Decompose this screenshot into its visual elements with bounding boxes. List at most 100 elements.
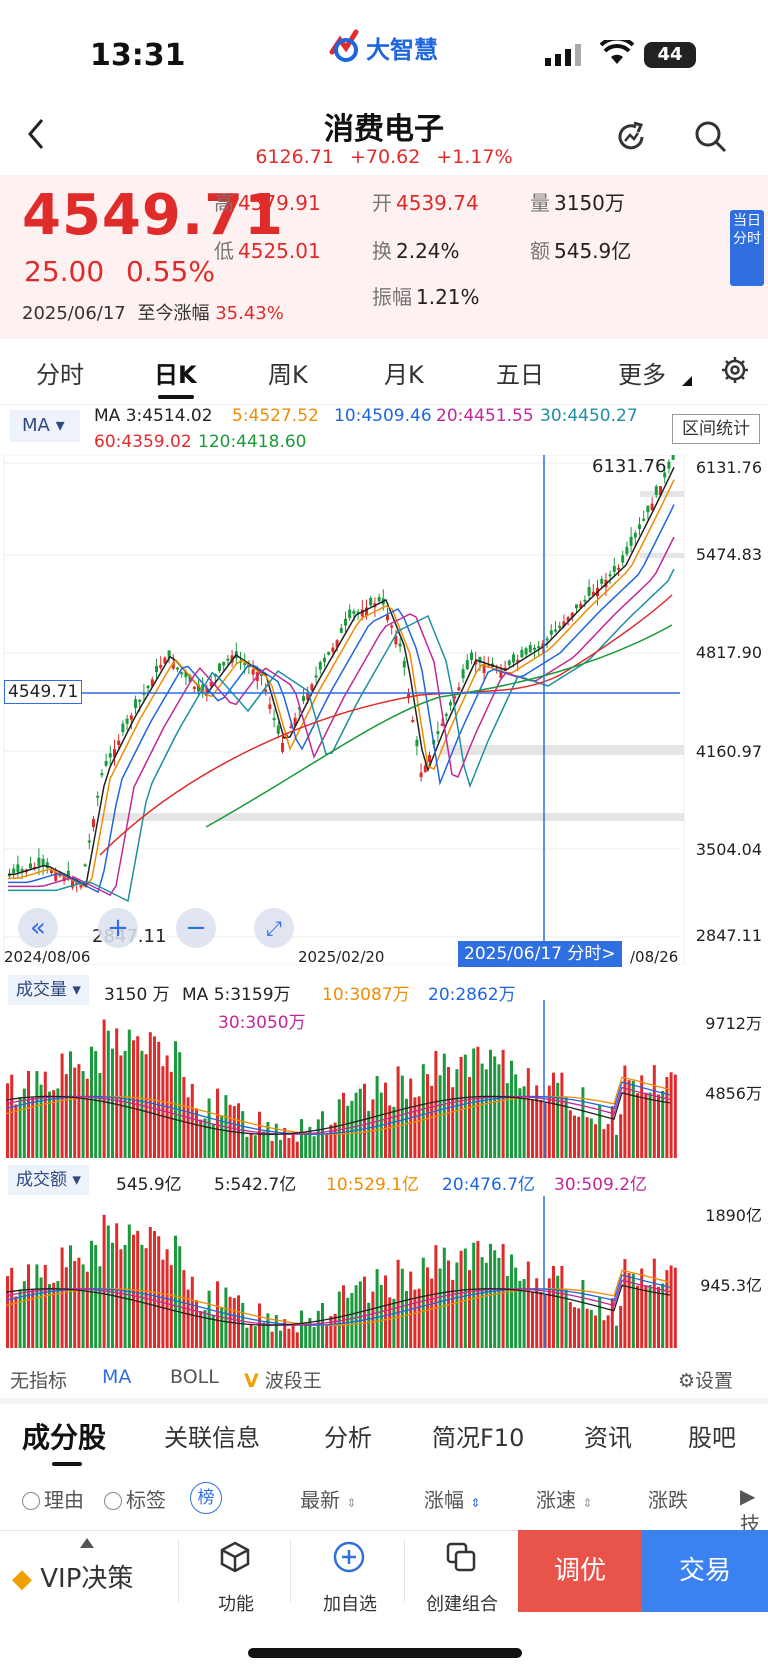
ma5-legend: 5:4527.52: [232, 406, 319, 426]
volume-selector[interactable]: 成交量 ▾: [8, 975, 89, 1005]
brand-name: 大智慧: [366, 36, 438, 64]
tab-analysis[interactable]: 分析: [324, 1424, 372, 1452]
tab-monthly-k[interactable]: 月K: [384, 361, 424, 389]
kline-axis-label: 4817.90: [695, 643, 762, 662]
since-label: 至今涨幅: [137, 303, 210, 324]
kline-chart[interactable]: [0, 455, 768, 965]
add-watchlist-button[interactable]: 加自选: [323, 1594, 377, 1615]
rank-button[interactable]: 榜: [190, 1482, 222, 1514]
reason-toggle[interactable]: 理由: [22, 1484, 84, 1513]
col-pct[interactable]: 涨幅 ⇕: [424, 1484, 480, 1513]
section-divider: [0, 1398, 768, 1404]
home-indicator: [248, 1648, 522, 1658]
tab-constituents[interactable]: 成分股: [22, 1421, 107, 1454]
kline-date-start: 2024/08/06: [4, 948, 91, 966]
tab-five-day[interactable]: 五日: [496, 361, 544, 389]
low-value: 4525.01: [238, 239, 321, 263]
ma-selector[interactable]: MA ▾: [10, 410, 80, 442]
tab-news[interactable]: 资讯: [584, 1424, 632, 1452]
plus-icon: +: [107, 913, 129, 943]
amount-label: 额: [530, 239, 550, 263]
volume-ma5: MA 5:3159万: [182, 985, 291, 1005]
create-combo-button[interactable]: 创建组合: [426, 1594, 498, 1615]
ma120-legend: 120:4418.60: [198, 432, 307, 452]
wifi-icon: [600, 40, 634, 64]
amount-value: 545.9亿: [554, 239, 632, 263]
cube-icon: [220, 1541, 250, 1573]
tab-f10[interactable]: 简况F10: [432, 1424, 525, 1452]
v-logo-icon: V: [244, 1370, 259, 1392]
ma3-legend: MA 3:4514.02: [94, 406, 213, 426]
fullscreen-button[interactable]: ⤢: [254, 908, 294, 948]
kline-max-label: 6131.76: [592, 456, 667, 477]
crosshair-date-button[interactable]: 2025/06/17 分时>: [458, 941, 622, 967]
kline-date-end: /08/26: [630, 948, 679, 966]
vip-button[interactable]: ◆ VIP决策: [12, 1558, 133, 1595]
page-title: 消费电子: [0, 104, 768, 148]
turnover-field: 换 2.24%: [372, 235, 460, 264]
zoom-in-button[interactable]: +: [98, 908, 138, 948]
amount-selector[interactable]: 成交额 ▾: [8, 1165, 89, 1195]
sort-icon: ⇕: [470, 1496, 481, 1510]
indicator-boll[interactable]: BOLL: [170, 1366, 219, 1388]
kline-ma-lines: [8, 467, 675, 903]
volume-chart: [5, 1000, 677, 1158]
tab-forum[interactable]: 股吧: [688, 1424, 736, 1452]
amount-selector-label: 成交额: [16, 1170, 67, 1190]
gear-icon: ⚙: [678, 1370, 696, 1392]
func-button[interactable]: 功能: [218, 1594, 254, 1615]
tab-weekly-k[interactable]: 周K: [268, 361, 308, 389]
amount-field: 额 545.9亿: [530, 235, 631, 264]
indicator-settings-label: 设置: [695, 1370, 734, 1392]
indicator-bdw[interactable]: V 波段王: [244, 1366, 322, 1393]
indicator-none[interactable]: 无指标: [10, 1370, 68, 1392]
tab-underline: [158, 395, 194, 399]
quote-panel: 4549.71 25.00 0.55% 2025/06/17 至今涨幅 35.4…: [0, 175, 768, 339]
zoom-out-button[interactable]: −: [176, 908, 216, 948]
period-tabs: 分时 日K 周K 月K 五日 更多: [0, 345, 768, 405]
reason-label: 理由: [44, 1488, 84, 1512]
search-icon[interactable]: [694, 120, 728, 154]
tab-more[interactable]: 更多: [618, 361, 666, 389]
index-quote-line: 6126.71 +70.62 +1.17%: [0, 146, 768, 168]
tab-intraday[interactable]: 分时: [36, 361, 84, 389]
amplitude-field: 振幅 1.21%: [372, 281, 480, 310]
index-name: 消费电子: [324, 112, 444, 147]
col-latest[interactable]: 最新 ⇕: [300, 1484, 356, 1513]
tab-related[interactable]: 关联信息: [164, 1424, 260, 1452]
tune-button[interactable]: 调优: [518, 1530, 642, 1612]
indicator-ma[interactable]: MA: [102, 1366, 132, 1388]
plus-circle-icon: [333, 1541, 365, 1573]
kline-date-mid: 2025/02/20: [298, 948, 385, 966]
combo-icon: [446, 1542, 476, 1572]
indicator-settings[interactable]: ⚙设置: [678, 1366, 733, 1393]
col-speed-label: 涨速: [536, 1488, 576, 1512]
refresh-icon[interactable]: [614, 120, 648, 154]
scroll-left-button[interactable]: «: [18, 908, 58, 948]
gear-icon[interactable]: [720, 355, 750, 385]
col-speed[interactable]: 涨速 ⇕: [536, 1484, 592, 1513]
tag-toggle[interactable]: 标签: [104, 1484, 166, 1513]
tab-daily-k[interactable]: 日K: [154, 361, 197, 389]
trade-button[interactable]: 交易: [642, 1530, 768, 1612]
low-field: 低 4525.01: [214, 235, 321, 264]
col-change[interactable]: 涨跌: [648, 1488, 688, 1512]
interval-stats-button[interactable]: 区间统计: [672, 414, 760, 444]
volume-ma10: 10:3087万: [322, 985, 410, 1005]
index-change-pct: +1.17%: [436, 146, 513, 168]
sort-icon: ⇕: [582, 1496, 593, 1510]
index-value: 6126.71: [255, 146, 334, 168]
ma10-legend: 10:4509.46: [334, 406, 432, 426]
tag-label: 标签: [126, 1488, 166, 1512]
high-value: 4579.91: [238, 191, 321, 215]
back-button[interactable]: [26, 118, 46, 159]
indicator-bdw-label: 波段王: [264, 1370, 322, 1392]
divider: [290, 1540, 291, 1602]
high-field: 高 4579.91: [214, 187, 321, 216]
volume-field: 量 3150万: [530, 187, 625, 216]
intraday-side-button[interactable]: 当日分时: [730, 210, 764, 286]
kline-axis-label: 4160.97: [695, 742, 762, 761]
amount-chart: [5, 1196, 677, 1348]
last-price: 4549.71: [22, 183, 285, 248]
amount-ma30: 30:509.2亿: [554, 1175, 648, 1195]
